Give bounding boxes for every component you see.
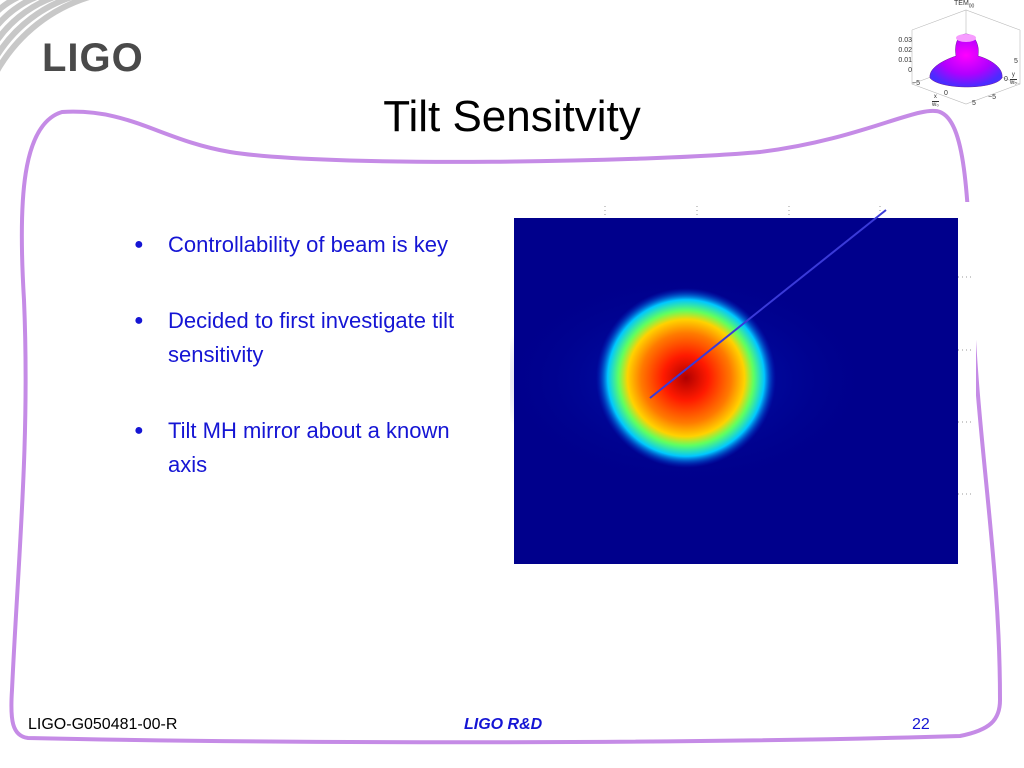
bullet-item: ● Controllability of beam is key bbox=[130, 228, 490, 262]
x-tick: −5 bbox=[912, 80, 920, 87]
x-label-sub: w₀ bbox=[932, 101, 939, 108]
bullet-dot-icon: ● bbox=[134, 312, 144, 329]
x-axis-label: x w₀ bbox=[932, 94, 939, 109]
tem-inset-plot bbox=[911, 9, 1021, 105]
y-label: y bbox=[1011, 72, 1015, 78]
z-tick: 0.03 bbox=[898, 37, 912, 44]
z-tick: 0.02 bbox=[898, 47, 912, 54]
slide-title: Tilt Sensitvity bbox=[383, 92, 641, 141]
ligo-swirl-logo bbox=[0, 0, 90, 72]
z-tick: 0.01 bbox=[898, 57, 912, 64]
ligo-logo-text: LIGO bbox=[42, 36, 144, 80]
footer-page-number: 22 bbox=[912, 716, 930, 733]
bullet-item: ● Decided to first investigate tilt sensi… bbox=[130, 304, 490, 372]
bullet-text: Decided to first investigate tilt sensit… bbox=[168, 308, 455, 367]
tem-title-sub: 00 bbox=[968, 3, 975, 10]
bullet-text: Controllability of beam is key bbox=[168, 232, 449, 257]
bullet-dot-icon: ● bbox=[134, 236, 144, 253]
bullet-item: ● Tilt MH mirror about a known axis bbox=[130, 414, 490, 482]
bullet-dot-icon: ● bbox=[134, 422, 144, 439]
y-axis-label: y w₀ bbox=[1010, 72, 1017, 87]
y-tick: 0 bbox=[1004, 76, 1008, 83]
tem-title: TEM bbox=[954, 0, 969, 7]
tem-inset-title: TEM00 bbox=[954, 0, 974, 9]
beam-profile-image bbox=[510, 202, 976, 568]
y-label-sub: w₀ bbox=[1010, 79, 1017, 86]
y-tick: 5 bbox=[1014, 58, 1018, 65]
y-tick: −5 bbox=[988, 94, 996, 101]
x-label: x bbox=[933, 94, 937, 100]
x-tick: 5 bbox=[972, 100, 976, 107]
tem-z-tick-labels: 0.03 0.02 0.01 0 bbox=[896, 36, 912, 76]
footer-document-id: LIGO-G050481-00-R bbox=[28, 716, 178, 733]
bullet-list: ● Controllability of beam is key ● Decided… bbox=[130, 228, 490, 524]
z-tick: 0 bbox=[908, 67, 912, 74]
footer-center-label: LIGO R&D bbox=[464, 716, 543, 733]
bullet-text: Tilt MH mirror about a known axis bbox=[168, 418, 450, 477]
x-tick: 0 bbox=[944, 90, 948, 97]
